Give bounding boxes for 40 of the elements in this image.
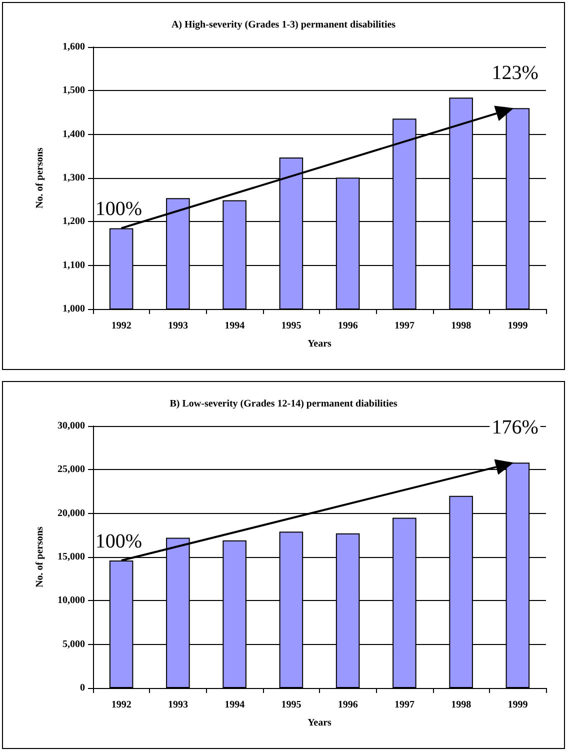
y-tick-label: 1,100: [62, 260, 85, 271]
y-tick-label: 30,000: [58, 420, 85, 432]
x-axis-title: Years: [308, 338, 332, 350]
chart-title: B) Low-severity (Grades 12-14) permanent diabilities: [170, 398, 398, 410]
x-axis-title: Years: [308, 718, 332, 728]
annotation: 176%: [492, 416, 538, 439]
y-tick-label: 25,000: [58, 464, 85, 476]
x-tick-label: 1993: [168, 320, 188, 332]
x-tick-label: 1998: [451, 700, 472, 710]
y-tick-label: 0: [80, 682, 85, 694]
y-tick-label: 20,000: [58, 508, 85, 519]
x-tick-label: 1997: [394, 700, 414, 710]
y-tick-label: 1,400: [62, 128, 85, 140]
annotation: 100%: [95, 530, 142, 552]
x-tick-label: 1995: [281, 320, 302, 332]
y-tick-label: 1,200: [62, 216, 85, 228]
y-tick-label: 1,000: [62, 304, 85, 314]
y-tick-label: 10,000: [58, 595, 85, 606]
x-tick-label: 1999: [508, 320, 528, 332]
x-tick-label: 1999: [508, 700, 528, 710]
x-tick-label: 1993: [168, 700, 188, 710]
y-tick-label: 1,500: [62, 85, 85, 96]
x-tick-label: 1994: [224, 700, 245, 710]
y-axis-title: No. of persons: [34, 147, 46, 208]
annotation: 123%: [492, 62, 538, 84]
x-tick-label: 1992: [111, 320, 132, 332]
x-tick-label: 1998: [451, 320, 472, 332]
y-tick-label: 1,300: [62, 172, 85, 184]
x-tick-label: 1992: [111, 700, 132, 710]
y-tick-label: 5,000: [62, 638, 85, 650]
chart-title: A) High-severity (Grades 1-3) permanent disabilities: [171, 20, 396, 30]
y-tick-label: 15,000: [58, 552, 85, 562]
x-tick-label: 1996: [338, 700, 358, 710]
x-tick-label: 1997: [394, 320, 414, 332]
annotation: 100%: [95, 198, 142, 220]
y-tick-label: 1,600: [62, 42, 85, 52]
x-tick-label: 1996: [338, 320, 358, 332]
x-tick-label: 1995: [281, 700, 302, 710]
x-tick-label: 1994: [224, 320, 245, 332]
y-axis-title: No. of persons: [34, 526, 46, 588]
